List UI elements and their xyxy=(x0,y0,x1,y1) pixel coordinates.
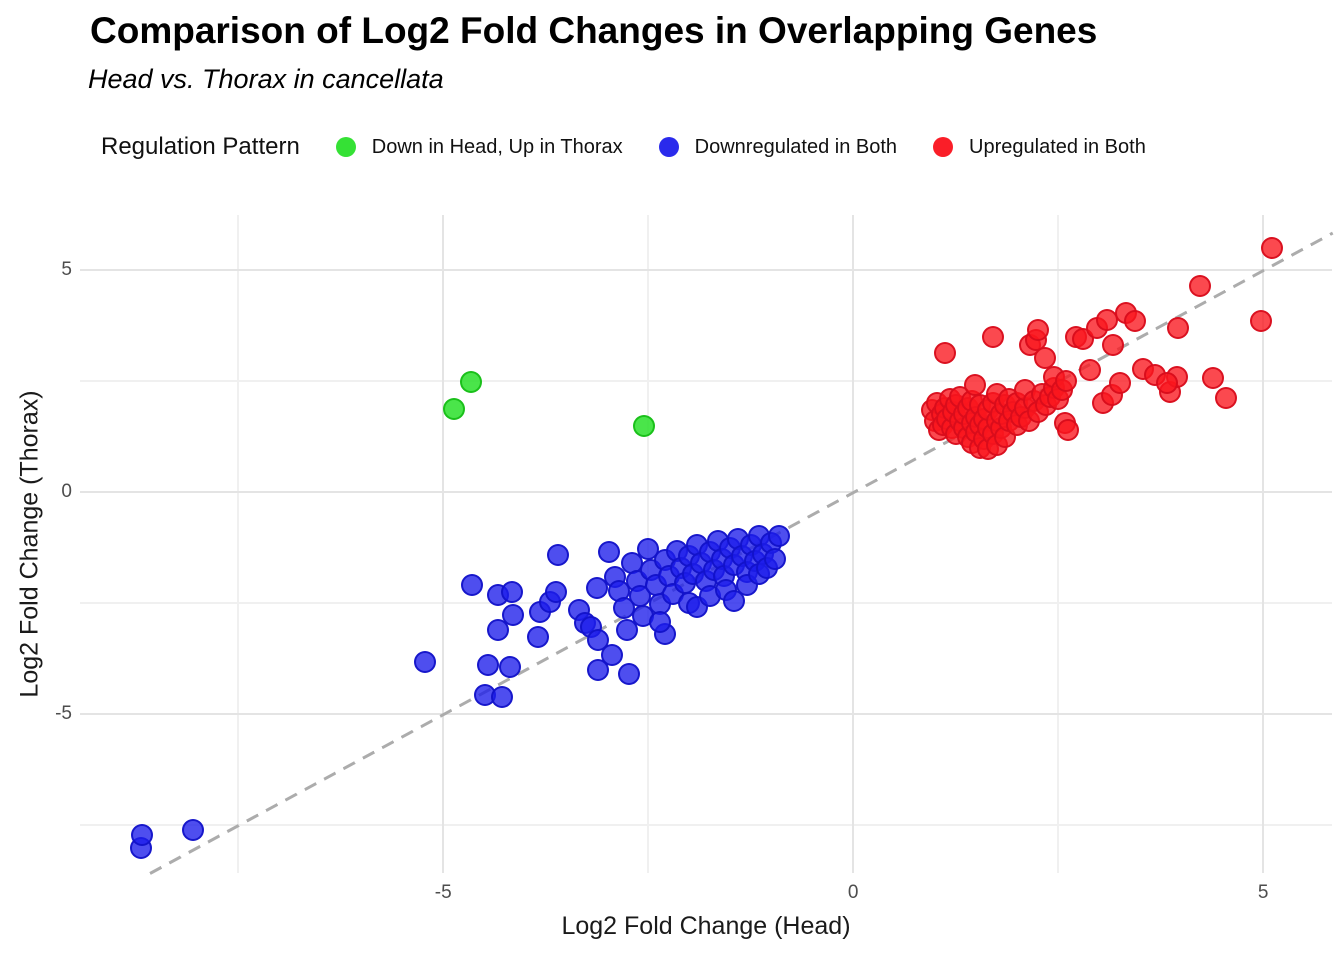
h-gridline xyxy=(80,380,1332,382)
legend-marker-icon xyxy=(335,137,356,157)
data-point xyxy=(649,611,672,634)
legend-item: Upregulated in Both xyxy=(933,136,1146,159)
data-point xyxy=(487,619,510,642)
legend-item: Downregulated in Both xyxy=(658,135,898,159)
data-point xyxy=(964,374,987,397)
data-point xyxy=(1056,418,1079,441)
y-tick-label: 5 xyxy=(61,259,72,281)
data-point xyxy=(499,655,522,678)
data-point xyxy=(601,643,624,666)
legend-marker-icon xyxy=(658,137,679,157)
h-gridline xyxy=(80,491,1332,494)
data-point xyxy=(615,618,638,641)
data-point xyxy=(1202,366,1225,389)
data-point xyxy=(1055,370,1078,393)
data-point xyxy=(182,819,205,842)
chart-subtitle: Head vs. Thorax in cancellata xyxy=(88,64,444,94)
data-point xyxy=(491,686,514,709)
data-point xyxy=(477,654,500,677)
legend: Regulation Pattern Down in Head, Up in T… xyxy=(101,133,1146,161)
data-point xyxy=(587,659,610,682)
x-tick-label: 5 xyxy=(1257,882,1269,903)
h-gridline xyxy=(80,269,1332,272)
data-point xyxy=(764,547,787,570)
data-point xyxy=(442,398,465,421)
legend-items: Down in Head, Up in Thorax Downregulated … xyxy=(335,135,1146,159)
plot-panel xyxy=(80,215,1333,875)
data-point xyxy=(1124,310,1147,333)
legend-item-label: Downregulated in Both xyxy=(694,135,898,158)
data-point xyxy=(768,525,791,548)
data-point xyxy=(131,823,154,846)
x-tick-label: 0 xyxy=(847,882,859,903)
data-point xyxy=(414,651,437,674)
x-axis-title: Log2 Fold Change (Head) xyxy=(561,912,851,940)
data-point xyxy=(526,626,549,649)
data-point xyxy=(586,576,609,599)
data-point xyxy=(617,663,640,686)
v-gridline xyxy=(1262,215,1265,873)
data-point xyxy=(723,589,746,612)
data-point xyxy=(1166,317,1189,340)
data-point xyxy=(633,414,656,437)
x-tick-label: -5 xyxy=(434,882,452,903)
h-gridline xyxy=(80,824,1332,826)
legend-item-label: Upregulated in Both xyxy=(969,135,1146,158)
data-point xyxy=(1156,372,1179,395)
v-gridline xyxy=(237,215,239,873)
data-point xyxy=(1034,346,1057,369)
data-point xyxy=(460,573,483,596)
v-gridline xyxy=(442,215,445,873)
data-point xyxy=(460,370,483,393)
v-gridline xyxy=(1057,215,1059,873)
data-point xyxy=(501,580,524,603)
y-axis-title: Log2 Fold Change (Thorax) xyxy=(15,390,44,698)
data-point xyxy=(597,540,620,563)
data-point xyxy=(501,604,524,627)
h-gridline xyxy=(80,713,1332,716)
data-point xyxy=(1215,386,1238,409)
chart-title: Comparison of Log2 Fold Changes in Overl… xyxy=(90,10,1098,51)
legend-marker-icon xyxy=(933,137,954,157)
data-point xyxy=(587,628,610,651)
data-point xyxy=(1109,372,1132,395)
data-point xyxy=(1261,237,1284,260)
legend-title: Regulation Pattern xyxy=(101,133,300,160)
data-point xyxy=(934,342,956,365)
data-point xyxy=(1027,318,1050,341)
y-tick-label: -5 xyxy=(55,703,72,725)
data-point xyxy=(1102,334,1125,357)
data-point xyxy=(1079,358,1102,381)
legend-item: Down in Head, Up in Thorax xyxy=(335,135,623,159)
data-point xyxy=(547,544,569,567)
legend-item-label: Down in Head, Up in Thorax xyxy=(371,135,623,158)
v-gridline xyxy=(852,215,855,873)
data-point xyxy=(544,580,567,603)
y-tick-label: 0 xyxy=(61,481,72,503)
data-point xyxy=(1188,275,1211,298)
data-point xyxy=(981,326,1004,349)
data-point xyxy=(1250,310,1273,333)
